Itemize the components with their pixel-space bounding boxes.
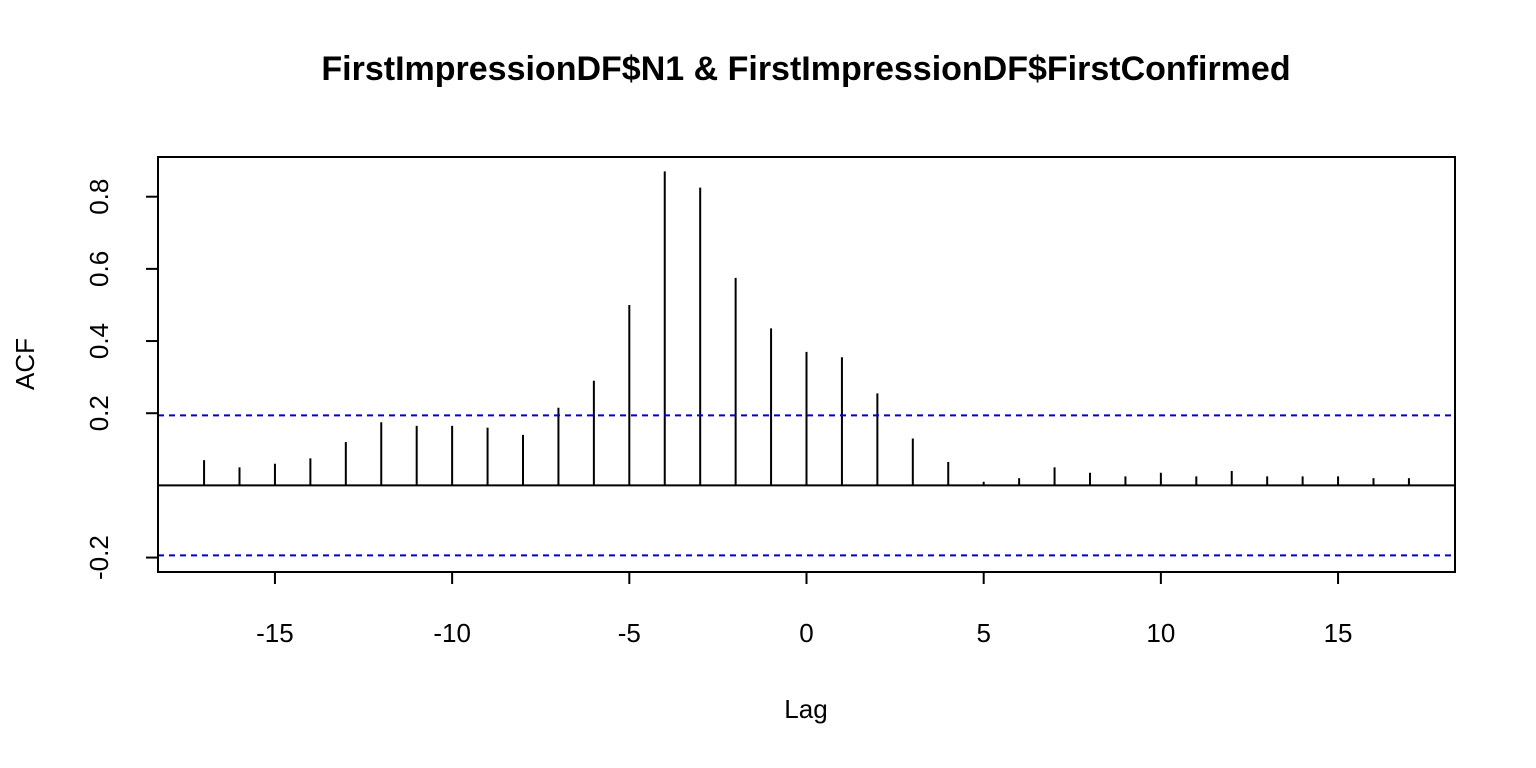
chart-title: FirstImpressionDF$N1 & FirstImpressionDF…: [321, 50, 1290, 88]
y-axis: -0.2 0.2 0.4 0.6 0.8: [84, 179, 159, 580]
y-axis-label: ACF: [10, 338, 40, 390]
y-tick-label: 0.6: [84, 251, 114, 287]
y-tick-label: 0.4: [84, 323, 114, 359]
confidence-lines-group: [158, 414, 1455, 557]
x-tick-label: 5: [976, 618, 990, 648]
x-tick-label: -10: [433, 618, 471, 648]
x-tick-label: -5: [618, 618, 641, 648]
x-tick-label: 15: [1324, 618, 1353, 648]
x-axis: -15 -10 -5 0 5 10 15: [256, 571, 1353, 648]
x-axis-label: Lag: [784, 694, 827, 724]
x-tick-label: 10: [1146, 618, 1175, 648]
y-tick-label: 0.2: [84, 395, 114, 431]
bars-group: [203, 171, 1410, 486]
y-tick-label: -0.2: [84, 535, 114, 580]
x-tick-label: -15: [256, 618, 294, 648]
x-tick-label: 0: [799, 618, 813, 648]
y-tick-label: 0.8: [84, 179, 114, 215]
